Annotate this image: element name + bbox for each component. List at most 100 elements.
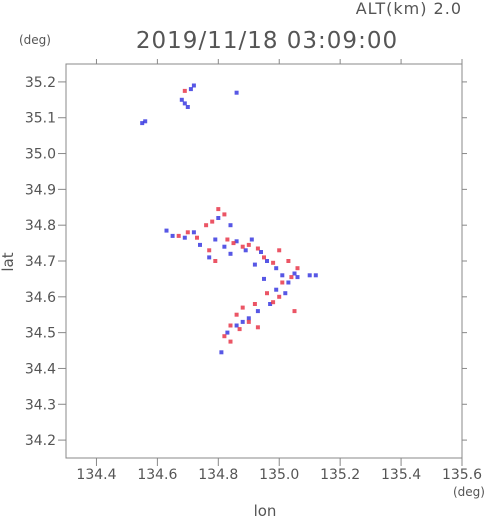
data-point-red	[240, 244, 245, 249]
data-point-blue	[179, 97, 184, 102]
data-point-blue	[259, 250, 263, 254]
data-point-red	[271, 300, 276, 305]
data-point-red	[222, 212, 227, 217]
chart-subtitle: ALT(km) 2.0	[356, 0, 462, 18]
data-point-blue	[274, 266, 279, 271]
data-point-blue	[286, 280, 291, 285]
axis-ticks: 134.4 134.6 134.8 135.0 135.2 135.4 135.6 34.2 3…	[25, 59, 482, 483]
data-point-blue	[182, 101, 187, 106]
data-point-red	[295, 266, 300, 271]
x-tick-label: 134.8	[198, 467, 238, 483]
data-point-red	[185, 230, 190, 235]
x-tick-label: 135.6	[442, 467, 482, 483]
data-point-red	[234, 312, 239, 317]
y-tick-label: 34.3	[25, 397, 56, 413]
data-point-blue	[185, 105, 190, 109]
data-point-blue	[198, 242, 202, 247]
data-point-blue	[280, 273, 285, 278]
data-point-blue	[225, 330, 230, 335]
data-point-blue	[255, 309, 260, 314]
data-point-red	[213, 259, 218, 263]
y-tick-label: 34.8	[25, 218, 56, 234]
plot-frame	[65, 63, 463, 459]
y-tick-label: 35.1	[25, 111, 56, 127]
data-point-red	[207, 248, 212, 253]
data-point-blue	[164, 228, 169, 233]
data-point-blue	[252, 262, 257, 267]
data-point-red	[204, 223, 209, 228]
data-point-red	[176, 233, 181, 238]
data-point-red	[228, 339, 233, 344]
data-point-blue	[283, 291, 288, 296]
data-point-red	[225, 237, 230, 242]
data-point-red	[228, 323, 233, 328]
data-point-red	[195, 235, 199, 240]
x-tick-label: 134.6	[137, 467, 177, 483]
data-point-red	[216, 207, 221, 212]
y-axis-title: lat	[0, 252, 17, 271]
data-point-blue	[182, 235, 187, 240]
data-points	[140, 83, 318, 355]
data-point-blue	[234, 323, 239, 328]
data-point-red	[277, 248, 282, 253]
data-point-red	[262, 255, 266, 260]
data-point-blue	[228, 223, 233, 228]
data-point-blue	[265, 259, 269, 263]
data-point-blue	[292, 271, 297, 276]
data-point-blue	[207, 255, 212, 260]
data-point-red	[182, 88, 187, 93]
data-point-blue	[243, 248, 248, 253]
data-point-blue	[249, 237, 254, 242]
data-point-blue	[313, 273, 318, 278]
x-tick-label: 134.4	[76, 467, 116, 483]
data-point-blue	[216, 216, 221, 220]
chart-title: 2019/11/18 03:09:00	[136, 28, 398, 54]
y-tick-label: 35.0	[25, 147, 56, 163]
data-point-red	[231, 241, 236, 246]
data-point-blue	[213, 237, 218, 242]
y-tick-label: 34.4	[25, 361, 56, 377]
data-point-blue	[274, 287, 279, 292]
data-point-red	[255, 325, 260, 330]
data-point-red	[252, 302, 257, 306]
data-point-blue	[246, 316, 251, 321]
data-point-blue	[219, 350, 224, 355]
data-point-red	[222, 334, 227, 339]
x-tick-label: 135.4	[381, 467, 421, 483]
data-point-red	[280, 280, 285, 285]
data-point-blue	[234, 239, 239, 244]
data-point-blue	[228, 251, 233, 256]
data-point-blue	[170, 233, 175, 238]
data-point-blue	[307, 273, 312, 278]
data-point-blue	[234, 90, 239, 95]
data-point-red	[255, 246, 260, 251]
data-point-blue	[191, 83, 196, 88]
x-tick-label: 135.0	[259, 467, 299, 483]
data-point-red	[240, 305, 245, 310]
data-point-red	[265, 291, 269, 296]
data-point-red	[237, 327, 242, 332]
y-tick-label: 34.7	[25, 254, 56, 270]
data-point-red	[246, 319, 251, 324]
data-point-red	[289, 275, 294, 280]
x-axis-title: lon	[254, 502, 277, 520]
data-point-blue	[268, 302, 273, 306]
data-point-blue	[240, 319, 245, 324]
y-tick-label: 35.2	[25, 75, 56, 91]
data-point-red	[277, 294, 282, 299]
y-tick-label: 34.5	[25, 326, 56, 342]
y-tick-label: 34.2	[25, 433, 56, 449]
y-tick-label: 34.6	[25, 290, 56, 306]
y-axis-unit: (deg)	[19, 33, 51, 47]
data-point-blue	[140, 121, 145, 126]
data-point-blue	[295, 275, 300, 280]
data-point-blue	[191, 230, 196, 235]
y-tick-label: 34.9	[25, 182, 56, 198]
data-point-red	[286, 259, 291, 263]
x-tick-label: 135.2	[320, 467, 360, 483]
data-point-blue	[188, 87, 193, 92]
data-point-blue	[143, 119, 148, 124]
data-point-red	[210, 219, 215, 224]
